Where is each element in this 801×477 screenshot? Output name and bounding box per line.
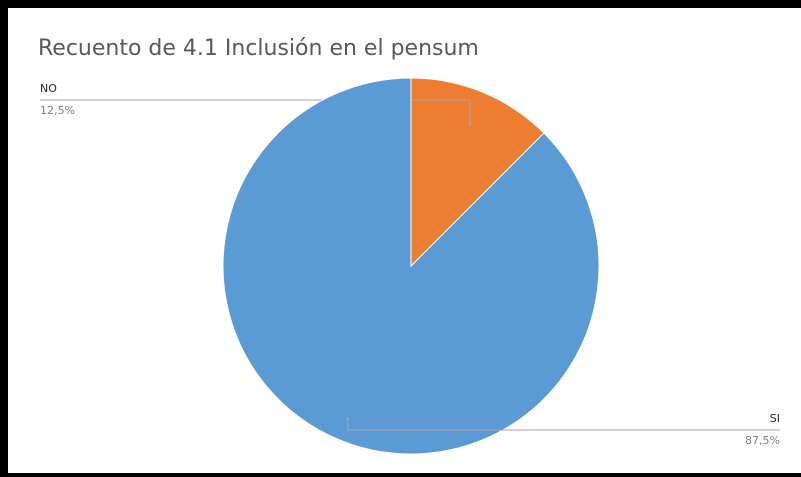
data-label-name-no: NO — [40, 82, 57, 95]
data-label-value-si: 87,5% — [745, 434, 780, 447]
data-label-name-si: SI — [770, 412, 780, 425]
data-label-value-no: 12,5% — [40, 104, 75, 117]
leader-dot-no — [468, 122, 472, 126]
leader-dot-si — [346, 417, 350, 421]
chart-title: Recuento de 4.1 Inclusión en el pensum — [38, 36, 479, 61]
pie-slice-no — [410, 77, 545, 268]
leader-line-no — [40, 99, 471, 124]
pie-slice-si — [222, 77, 600, 455]
leader-line-si — [347, 418, 780, 431]
